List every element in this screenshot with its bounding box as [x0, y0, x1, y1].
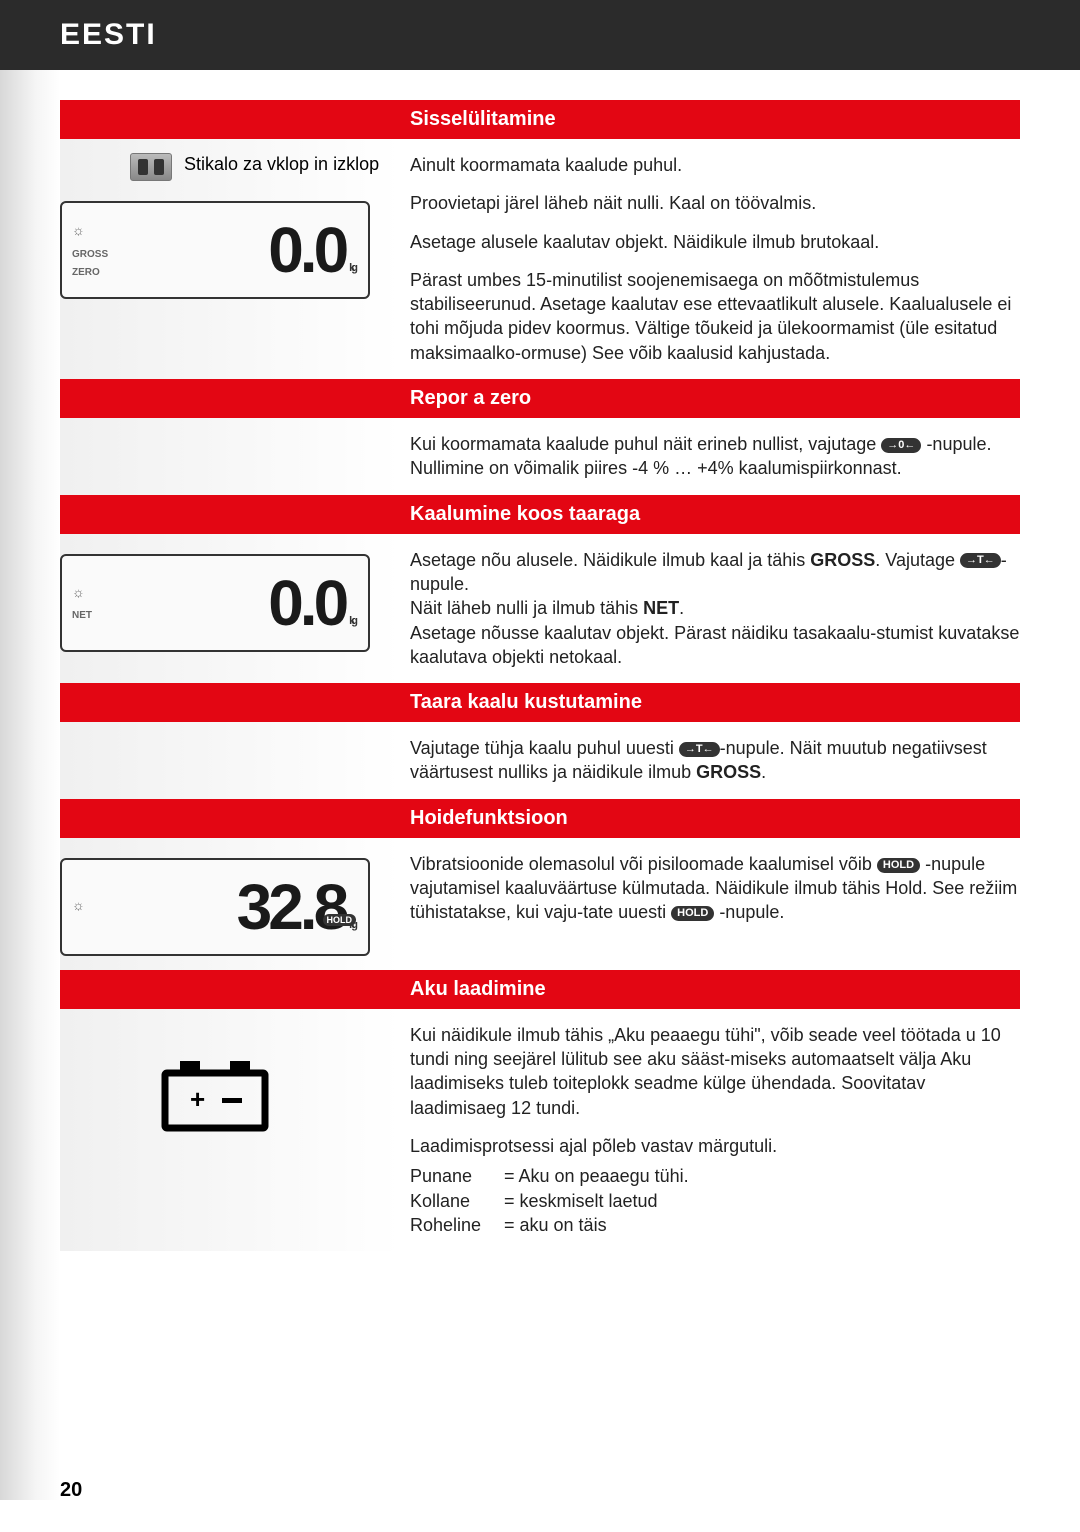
- lcd-gross-label: GROSS: [72, 246, 132, 264]
- p: Kui näidikule ilmub tähis „Aku peaaegu t…: [410, 1023, 1020, 1120]
- lcd-value: 0.0 kg: [132, 571, 358, 635]
- lcd-unit: kg: [349, 263, 354, 274]
- p: Vajutage tühja kaalu puhul uuesti →T←-nu…: [410, 736, 1020, 785]
- p: Proovietapi järel läheb näit nulli. Kaal…: [410, 191, 1020, 215]
- p: Asetage nõu alusele. Näidikule ilmub kaa…: [410, 548, 1020, 669]
- section-title-zero: Repor a zero: [60, 379, 1020, 418]
- section-tare-delete: Vajutage tühja kaalu puhul uuesti →T←-nu…: [60, 722, 1020, 799]
- lcd-labels: [72, 893, 132, 920]
- lcd-net-label: NET: [72, 607, 132, 625]
- section-title-tare: Kaalumine koos taaraga: [60, 495, 1020, 534]
- section-power: Stikalo za vklop in izklop GROSS ZERO 0.…: [60, 139, 1020, 379]
- p: Laadimisprotsessi ajal põleb vastav märg…: [410, 1134, 1020, 1158]
- section-tare: NET 0.0 kg Asetage nõu alusele. Näidikul…: [60, 534, 1020, 683]
- tare-left: NET 0.0 kg: [60, 534, 400, 683]
- status-key: Punane: [410, 1164, 496, 1188]
- hold-left: 32.8 kg HOLD: [60, 838, 400, 970]
- section-zero: Kui koormamata kaalude puhul näit erineb…: [60, 418, 1020, 495]
- switch-row: Stikalo za vklop in izklop: [130, 153, 390, 181]
- lcd-value: 0.0 kg: [132, 218, 358, 282]
- section-title-power: Sisselülitamine: [60, 100, 1020, 139]
- status-key: Roheline: [410, 1213, 496, 1237]
- tare-del-left: [60, 722, 400, 799]
- p: Pärast umbes 15-minutilist soojenemisaeg…: [410, 268, 1020, 365]
- battery-icon: +: [160, 1053, 390, 1138]
- lcd-display-net: NET 0.0 kg: [60, 554, 370, 652]
- lcd-labels: GROSS ZERO: [72, 218, 132, 281]
- hold-text: Vibratsioonide olemasolul või pisiloomad…: [400, 838, 1020, 970]
- zero-left: [60, 418, 400, 495]
- lcd-display-gross: GROSS ZERO 0.0 kg: [60, 201, 370, 299]
- section-battery: + Kui näidikule ilmub tähis „Aku peaaegu…: [60, 1009, 1020, 1251]
- hold-button-icon: HOLD: [671, 906, 714, 921]
- lcd-unit: kg: [349, 616, 354, 627]
- battery-text: Kui näidikule ilmub tähis „Aku peaaegu t…: [400, 1009, 1020, 1251]
- tare-text: Asetage nõu alusele. Näidikule ilmub kaa…: [400, 534, 1020, 683]
- p: Ainult koormamata kaalude puhul.: [410, 153, 1020, 177]
- status-val: = keskmiselt laetud: [504, 1189, 658, 1213]
- page-number: 20: [60, 1479, 82, 1502]
- section-title-tare-delete: Taara kaalu kustutamine: [60, 683, 1020, 722]
- p: Vibratsioonide olemasolul või pisiloomad…: [410, 852, 1020, 925]
- battery-left: +: [60, 1009, 400, 1251]
- switch-label: Stikalo za vklop in izklop: [184, 153, 379, 176]
- lcd-display-hold: 32.8 kg HOLD: [60, 858, 370, 956]
- tare-button-icon: →T←: [679, 742, 720, 757]
- lcd-labels: NET: [72, 580, 132, 625]
- power-text: Ainult koormamata kaalude puhul. Proovie…: [400, 139, 1020, 379]
- content: Sisselülitamine Stikalo za vklop in izkl…: [60, 70, 1080, 1500]
- zero-button-icon: →0←: [881, 438, 921, 453]
- header-title: EESTI: [60, 18, 157, 51]
- status-val: = Aku on peaaegu tühi.: [504, 1164, 689, 1188]
- battery-status-table: Punane = Aku on peaaegu tühi. Kollane = ke…: [410, 1164, 1020, 1237]
- status-key: Kollane: [410, 1189, 496, 1213]
- lcd-value: 32.8 kg: [132, 875, 358, 939]
- tare-del-text: Vajutage tühja kaalu puhul uuesti →T←-nu…: [400, 722, 1020, 799]
- p: Kui koormamata kaalude puhul näit erineb…: [410, 432, 1020, 481]
- hold-button-icon: HOLD: [877, 858, 920, 873]
- section-title-battery: Aku laadimine: [60, 970, 1020, 1009]
- language-header: EESTI: [0, 0, 1080, 70]
- left-gutter: [0, 70, 60, 1500]
- zero-text: Kui koormamata kaalude puhul näit erineb…: [400, 418, 1020, 495]
- lcd-hold-badge: HOLD: [323, 914, 357, 926]
- section-title-hold: Hoidefunktsioon: [60, 799, 1020, 838]
- p: Asetage alusele kaalutav objekt. Näidiku…: [410, 230, 1020, 254]
- tare-button-icon: →T←: [960, 553, 1001, 568]
- page-body: Sisselülitamine Stikalo za vklop in izkl…: [0, 70, 1080, 1500]
- status-val: = aku on täis: [504, 1213, 607, 1237]
- section-hold: 32.8 kg HOLD Vibratsioonide olemasolul v…: [60, 838, 1020, 970]
- power-switch-icon: [130, 153, 172, 181]
- svg-text:+: +: [190, 1084, 205, 1114]
- power-left: Stikalo za vklop in izklop GROSS ZERO 0.…: [60, 139, 400, 379]
- lcd-zero-label: ZERO: [72, 264, 132, 282]
